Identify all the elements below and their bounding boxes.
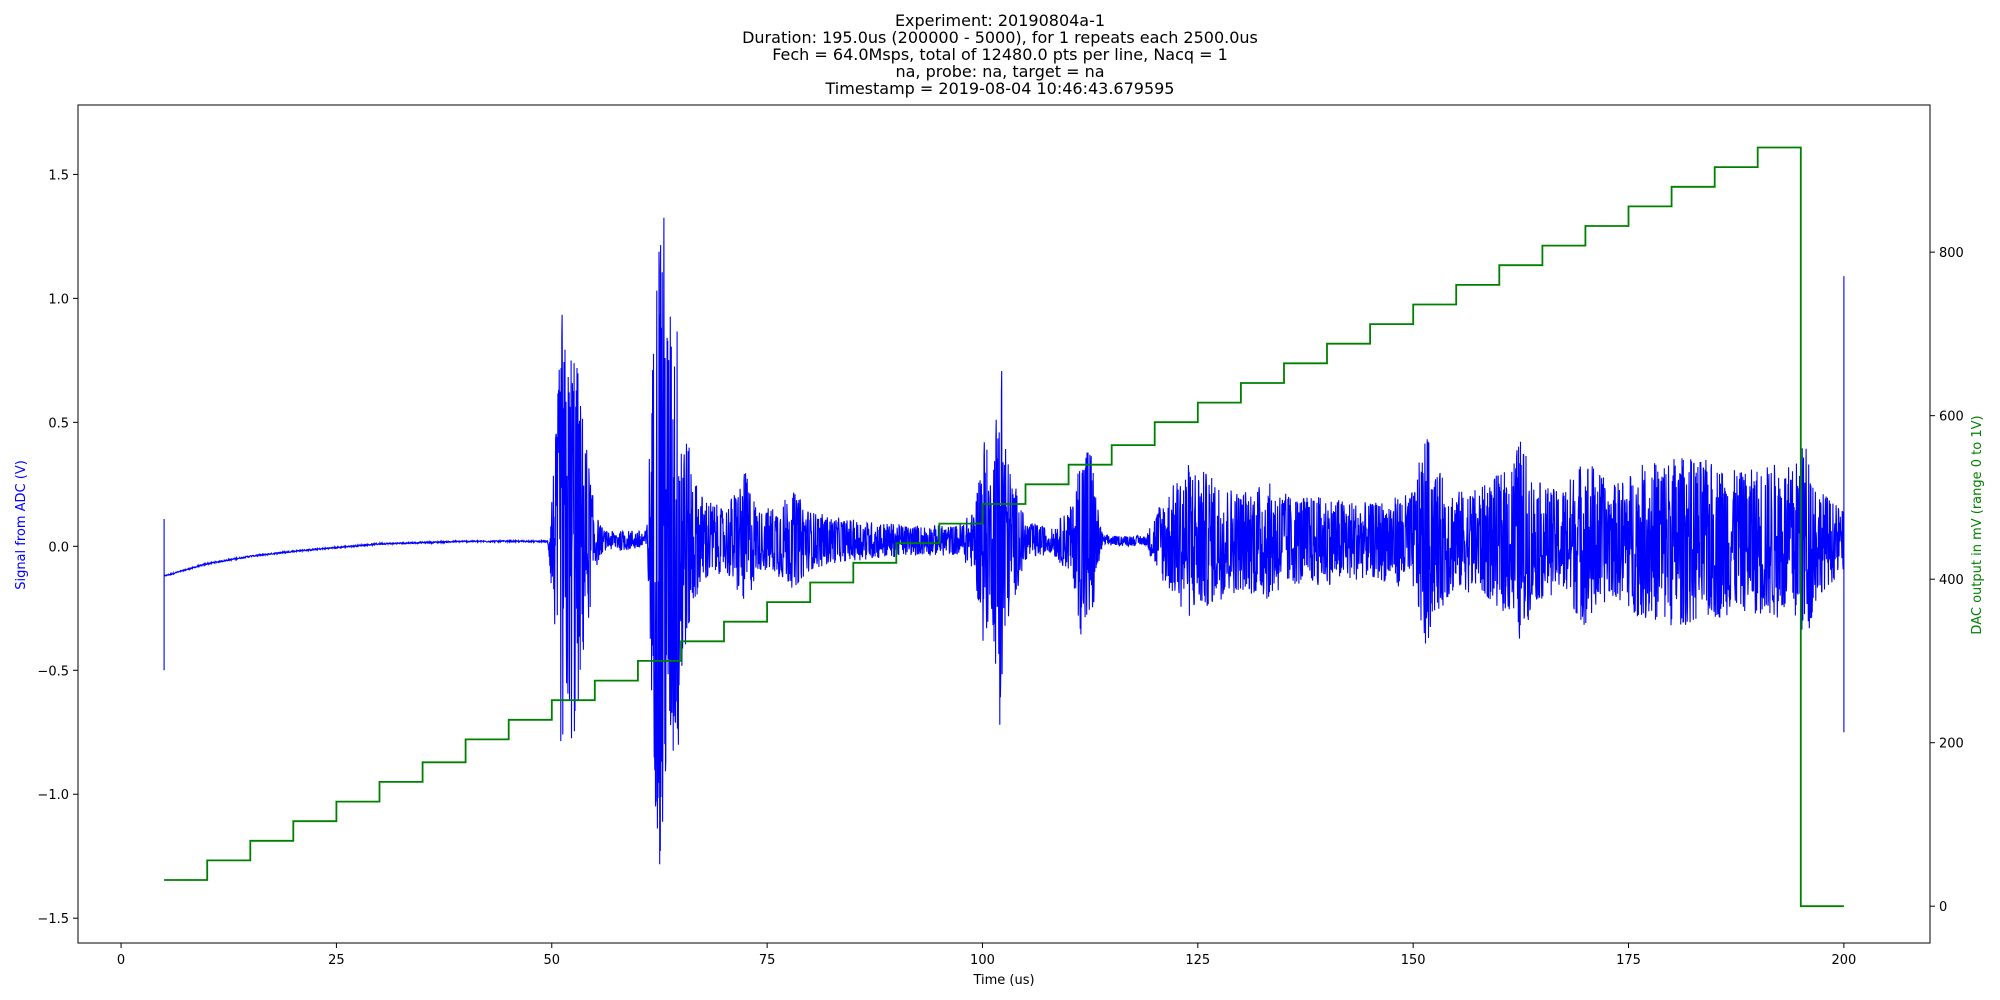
y-right-tick-label: 200 [1939, 737, 1964, 752]
y-right-tick-label: 0 [1939, 900, 1947, 915]
x-tick-label: 200 [1831, 953, 1856, 968]
x-tick-label: 150 [1401, 953, 1426, 968]
chart-title: Experiment: 20190804a-1 Duration: 195.0u… [742, 11, 1258, 98]
plot-area [163, 146, 1845, 908]
y-axis-right-label: DAC output in mV (range 0 to 1V) [1970, 415, 1985, 634]
title-line-1: Experiment: 20190804a-1 [895, 11, 1105, 30]
adc-signal-line [163, 217, 1845, 865]
plot-frame [77, 104, 1931, 944]
y-left-tick-label: 1.5 [48, 168, 69, 183]
axes: 0 25 50 75 100 125 150 175 200 −1.5 −1.0 −0.5 0.0 0.5… [37, 104, 1964, 968]
x-tick-label: 0 [117, 953, 125, 968]
x-tick-label: 75 [759, 953, 776, 968]
title-line-5: Timestamp = 2019-08-04 10:46:43.679595 [825, 79, 1175, 98]
y-left-tick-label: 0.5 [48, 416, 69, 431]
x-tick-label: 125 [1185, 953, 1210, 968]
title-line-2: Duration: 195.0us (200000 - 5000), for 1… [742, 28, 1258, 47]
y-right-tick-label: 600 [1939, 410, 1964, 425]
y-left-tick-label: 0.0 [48, 540, 69, 555]
y-right-tick-label: 400 [1939, 573, 1964, 588]
title-line-4: na, probe: na, target = na [895, 62, 1104, 81]
x-tick-label: 100 [970, 953, 995, 968]
x-tick-label: 50 [543, 953, 560, 968]
dac-output-line [164, 146, 1844, 908]
y-left-tick-label: −1.5 [37, 912, 69, 927]
x-tick-label: 175 [1616, 953, 1641, 968]
x-tick-label: 25 [328, 953, 345, 968]
y-right-tick-label: 800 [1939, 246, 1964, 261]
x-axis-label: Time (us) [972, 973, 1034, 988]
y-left-tick-label: 1.0 [48, 292, 69, 307]
y-left-tick-label: −0.5 [37, 664, 69, 679]
y-axis-left-label: Signal from ADC (V) [14, 460, 29, 590]
y-left-tick-label: −1.0 [37, 788, 69, 803]
title-line-3: Fech = 64.0Msps, total of 12480.0 pts pe… [772, 45, 1228, 64]
